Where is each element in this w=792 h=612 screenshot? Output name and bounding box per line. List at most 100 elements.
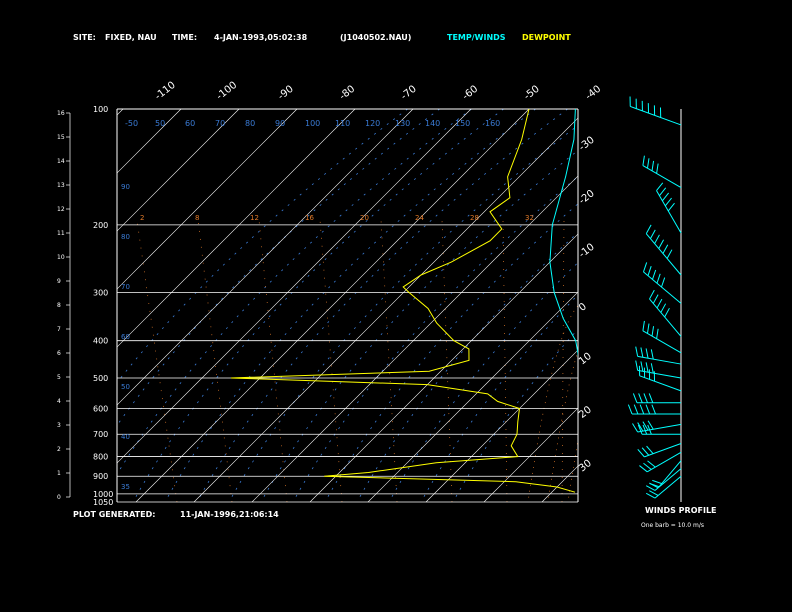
wind-barb-flag xyxy=(666,249,673,259)
time-label: TIME: xyxy=(172,33,198,42)
wind-barb-staff xyxy=(658,460,682,488)
wind-barbs xyxy=(627,96,682,502)
isotherm-line xyxy=(716,109,792,502)
right-temp-tick: -20 xyxy=(577,188,597,207)
isotherm-line xyxy=(774,109,792,502)
wind-barb-flag xyxy=(662,244,669,254)
wind-barb-flag xyxy=(642,421,649,431)
pressure-label: 800 xyxy=(93,453,108,462)
wind-barb-staff xyxy=(654,475,682,499)
height-tick-label: 9 xyxy=(57,278,61,285)
wind-barb-flag xyxy=(647,460,656,468)
wind-barb-staff xyxy=(656,190,682,234)
right-temp-tick: 10 xyxy=(577,351,594,368)
wind-barb-flag xyxy=(646,323,650,334)
isotherm-line xyxy=(483,407,578,502)
dry-adiabat-label: 90 xyxy=(275,119,285,128)
isotherm-line xyxy=(193,117,578,502)
top-temp-tick: -70 xyxy=(399,84,419,103)
mixing-ratio-line xyxy=(258,219,288,502)
wind-barb-flag xyxy=(640,361,644,372)
wind-barb-flag xyxy=(660,303,667,313)
wind-barb-flag xyxy=(645,492,656,499)
wind-barb-flag xyxy=(645,348,649,359)
dry-adiabat xyxy=(230,124,578,500)
dry-adiabat-label: -50 xyxy=(125,119,138,128)
wind-barb-flag xyxy=(635,360,639,371)
winds-profile-title: WINDS PROFILE xyxy=(645,506,717,515)
wind-barb-staff xyxy=(630,105,682,126)
isotherm-line xyxy=(309,233,578,502)
dry-adiabat-label: 80 xyxy=(245,119,255,128)
mixing-ratio-label: 16 xyxy=(305,214,314,222)
wind-barb-flag xyxy=(651,160,655,171)
dry-adiabat-label: 70 xyxy=(121,283,130,291)
pressure-label: 500 xyxy=(93,374,108,383)
wind-barb-flag xyxy=(640,347,644,358)
dry-adiabat xyxy=(198,109,568,500)
isotherm-line xyxy=(425,349,578,502)
top-temp-tick: -90 xyxy=(276,84,296,103)
isotherm-line xyxy=(367,291,578,502)
wind-barb-flag xyxy=(656,163,659,174)
wind-barb-flag xyxy=(652,294,659,304)
time-value: 4-JAN-1993,05:02:38 xyxy=(214,33,308,42)
dry-adiabat xyxy=(117,109,472,476)
legend-dewpoint: DEWPOINT xyxy=(522,33,571,42)
wind-barb-flag xyxy=(647,420,654,430)
pressure-label: 700 xyxy=(93,430,108,439)
wind-barb-flag xyxy=(656,182,664,191)
isotherm-line xyxy=(117,109,182,174)
wind-barb-flag xyxy=(664,197,672,207)
wind-barb-flag xyxy=(645,224,652,234)
height-tick-label: 8 xyxy=(57,302,61,309)
wind-barb-staff xyxy=(642,330,682,354)
mixing-ratio-label: 28 xyxy=(470,214,479,222)
dry-adiabat-label: 100 xyxy=(305,119,320,128)
wind-barb-flag xyxy=(645,404,651,415)
mixing-ratio-label: 20 xyxy=(360,214,369,222)
dry-adiabat-label: 140 xyxy=(425,119,440,128)
wind-barb-flag xyxy=(661,277,666,288)
wind-barb-flag xyxy=(642,424,648,435)
wind-barb-flag xyxy=(656,298,663,309)
wind-barb-flag xyxy=(643,393,649,403)
moist-adiabat xyxy=(528,305,578,499)
height-tick-label: 11 xyxy=(57,230,65,237)
isotherm-line xyxy=(117,109,414,406)
wind-barb-flag xyxy=(642,262,648,273)
wind-barb-flag xyxy=(651,326,655,337)
top-temp-tick: -110 xyxy=(153,80,178,103)
right-temp-tick: 0 xyxy=(577,301,589,314)
wind-barb-flag xyxy=(656,273,661,284)
wind-barb-staff xyxy=(643,271,682,304)
mixing-ratio-label: 24 xyxy=(415,214,424,222)
legend-temp: TEMP/WINDS xyxy=(447,33,506,42)
wind-barb-flag xyxy=(633,404,639,415)
pressure-label: 300 xyxy=(93,289,108,298)
height-tick-label: 6 xyxy=(57,350,61,357)
top-temp-tick: -50 xyxy=(522,84,542,103)
wind-barb-flag xyxy=(639,404,645,415)
pressure-label: 400 xyxy=(93,337,108,346)
dry-adiabat-label: 60 xyxy=(121,333,130,341)
wind-barb-flag xyxy=(646,158,650,169)
wind-barb-flag xyxy=(646,445,654,454)
wind-barb-flag xyxy=(651,269,657,280)
wind-barb-flag xyxy=(649,490,659,496)
file-name: (J1040502.NAU) xyxy=(340,33,412,42)
top-temp-tick: -100 xyxy=(215,80,240,103)
isotherm-line xyxy=(600,109,792,502)
height-tick-label: 12 xyxy=(57,206,65,213)
wind-barb-flag xyxy=(659,187,667,196)
pressure-label: 1050 xyxy=(93,498,113,507)
dry-adiabat-label: 40 xyxy=(121,433,130,441)
dry-adiabat-label: 50 xyxy=(121,383,130,391)
wind-barb-flag xyxy=(632,423,639,433)
wind-barb-flag xyxy=(627,404,633,415)
isotherm-line xyxy=(117,109,356,348)
site-value: FIXED, NAU xyxy=(105,33,157,42)
wind-barb-flag xyxy=(651,404,656,415)
wind-barb-flag xyxy=(632,393,638,403)
height-tick-label: 0 xyxy=(57,494,61,501)
